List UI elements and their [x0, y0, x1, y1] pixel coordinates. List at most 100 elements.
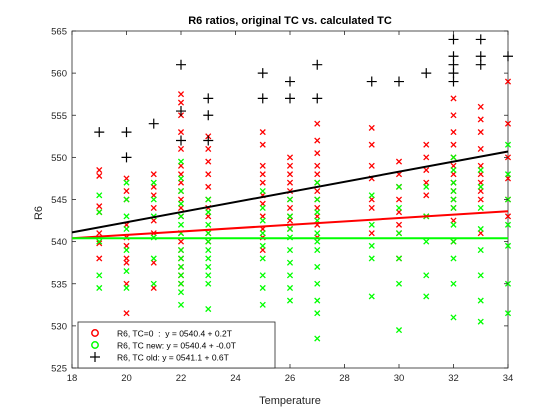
data-point [503, 51, 513, 62]
data-point [286, 284, 294, 292]
legend-label-tc0: R6, TC=0 : y = 0540.4 + 0.2T [117, 329, 232, 339]
data-point [504, 213, 512, 220]
x-tick-label: 28 [339, 373, 350, 384]
data-point [123, 246, 130, 254]
data-point [314, 171, 321, 178]
plot-area: 18 20 22 24 26 28 30 32 34 525 530 535 540 545 550 555 5… [51, 27, 513, 385]
data-point [450, 255, 457, 262]
data-point [477, 318, 484, 325]
data-point [123, 188, 130, 195]
data-point [150, 204, 157, 211]
data-point [96, 192, 103, 199]
data-point [450, 112, 457, 119]
data-point [176, 135, 186, 146]
data-point [475, 59, 486, 70]
data-point [368, 221, 375, 228]
data-point [203, 135, 214, 146]
data-point [177, 129, 185, 136]
data-point [123, 179, 130, 186]
data-point [395, 204, 403, 211]
data-point [205, 255, 212, 262]
y-tick-label: 525 [51, 364, 67, 375]
data-point [259, 171, 266, 178]
data-point [203, 110, 214, 121]
data-point [314, 209, 321, 216]
data-point [177, 255, 185, 262]
data-point [259, 242, 266, 249]
x-tick-label: 30 [394, 373, 405, 384]
data-point [123, 284, 130, 292]
data-point [314, 150, 321, 157]
data-point [285, 76, 295, 87]
data-point [96, 166, 103, 174]
data-point [259, 230, 266, 237]
data-point [448, 34, 459, 45]
y-tick-label: 550 [51, 153, 67, 164]
data-point [257, 68, 268, 79]
y-tick-label: 565 [51, 27, 67, 38]
data-point [450, 141, 457, 148]
data-point [96, 284, 103, 292]
data-point [314, 196, 321, 203]
data-point [96, 209, 103, 216]
data-point [448, 68, 459, 79]
data-point [286, 213, 294, 220]
data-point [394, 76, 404, 87]
data-point [450, 95, 457, 102]
x-axis-label: Temperature [259, 395, 321, 407]
data-point [96, 240, 103, 247]
data-point [177, 263, 185, 270]
data-point [395, 158, 403, 165]
y-axis-label: R6 [33, 206, 45, 220]
data-point [177, 221, 185, 228]
data-point [477, 129, 484, 136]
data-point [123, 225, 130, 233]
data-point [177, 200, 185, 207]
data-point [504, 141, 512, 148]
legend-entry-tcnew: R6, TC new: y = 0540.4 + -0.0T [91, 341, 236, 351]
data-point [94, 127, 105, 138]
data-point [368, 141, 375, 148]
data-point [123, 196, 130, 203]
data-point [314, 137, 321, 144]
data-point [504, 78, 512, 85]
x-tick-label: 20 [121, 373, 132, 384]
data-point [423, 166, 430, 174]
data-point [450, 221, 457, 228]
data-point [286, 162, 294, 169]
data-point [504, 242, 512, 249]
data-point [150, 171, 157, 178]
data-point [368, 293, 375, 300]
legend: R6, TC=0 : y = 0540.4 + 0.2T R6, TC new:… [77, 321, 276, 369]
data-point [121, 127, 132, 138]
data-point [477, 196, 484, 203]
legend-marker-plus-black [90, 352, 100, 362]
data-point [123, 268, 130, 275]
data-point [450, 154, 457, 161]
data-point [368, 192, 375, 199]
data-point [286, 171, 294, 178]
data-point [123, 259, 130, 266]
x-tick-label: 34 [503, 373, 514, 384]
y-tick-label: 545 [51, 195, 67, 206]
data-point [286, 196, 294, 203]
data-point [423, 154, 430, 161]
data-point [205, 196, 212, 203]
data-point [177, 91, 185, 98]
data-point [314, 310, 321, 317]
y-tick-label: 555 [51, 111, 67, 122]
data-point [150, 255, 157, 262]
data-point [450, 238, 457, 245]
data-point [96, 203, 103, 210]
data-point [259, 255, 266, 262]
legend-marker-circle-red [91, 329, 99, 337]
data-point [259, 179, 266, 186]
axis-ticks: 18 20 22 24 26 28 30 32 34 525 530 535 540 545 550 555 5… [51, 27, 513, 385]
y-tick-label: 530 [51, 321, 67, 332]
legend-label-tcold: R6, TC old: y = 0541.1 + 0.6T [117, 353, 229, 363]
y-tick-label: 560 [51, 69, 67, 80]
data-point [205, 221, 212, 228]
data-point [395, 327, 403, 334]
data-point [285, 93, 295, 104]
data-point [205, 209, 212, 216]
